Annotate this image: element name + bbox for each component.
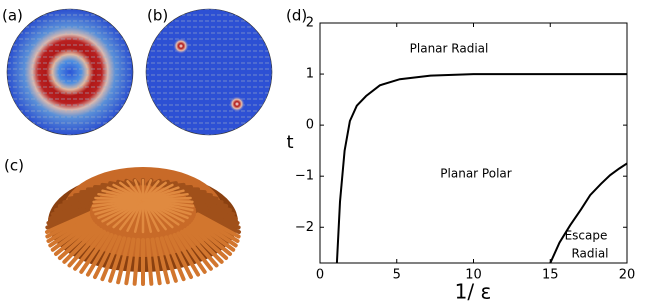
- curve: [549, 162, 628, 264]
- y-tick-label: −2: [295, 220, 314, 235]
- rod: [45, 212, 91, 239]
- y-tick-label: 0: [306, 118, 314, 133]
- rod: [53, 221, 96, 256]
- rod: [190, 221, 233, 256]
- rod: [188, 224, 229, 260]
- plot-frame: [319, 22, 628, 264]
- x-tick-label: 20: [619, 268, 636, 283]
- rod: [57, 224, 98, 260]
- rod: [85, 232, 114, 277]
- rod: [183, 227, 219, 268]
- region-label: Escape: [565, 229, 608, 243]
- rod: [46, 205, 91, 225]
- rod: [108, 236, 127, 283]
- rod: [150, 237, 162, 286]
- x-axis-label: 1/ ε: [455, 280, 492, 304]
- rod: [164, 235, 186, 282]
- rod: [179, 229, 213, 271]
- rod: [195, 205, 240, 225]
- rod: [50, 219, 94, 252]
- rod: [79, 231, 110, 274]
- rod: [48, 202, 92, 221]
- rod: [195, 207, 241, 230]
- defect: [229, 96, 245, 112]
- rod: [196, 210, 241, 234]
- rod: [194, 202, 238, 221]
- rod: [48, 217, 92, 248]
- region-label: Radial: [571, 247, 608, 261]
- rod: [168, 234, 193, 280]
- rod: [141, 198, 194, 204]
- y-tick-label: −1: [295, 169, 314, 184]
- x-tick-label: 15: [542, 268, 559, 283]
- curve: [335, 73, 627, 264]
- rod: [45, 210, 90, 234]
- panel-label: (c): [4, 157, 24, 175]
- region-label: Planar Radial: [410, 42, 489, 56]
- rod: [145, 237, 154, 286]
- rod: [124, 237, 136, 286]
- rod: [73, 229, 107, 271]
- rod: [45, 207, 91, 230]
- region-label: Planar Polar: [440, 167, 511, 181]
- x-tick-label: 10: [465, 268, 482, 283]
- rod: [141, 198, 160, 232]
- director-field: [146, 9, 272, 135]
- y-tick-label: 2: [306, 16, 314, 31]
- panel-label: (a): [2, 7, 23, 25]
- rod: [93, 234, 118, 280]
- rod: [132, 237, 141, 286]
- rod: [159, 236, 178, 283]
- rod: [62, 226, 100, 264]
- rod: [67, 227, 103, 268]
- rod: [195, 212, 241, 239]
- y-axis-label: t: [286, 132, 293, 153]
- director-field: [7, 9, 133, 135]
- panel-label: (b): [147, 7, 168, 25]
- rod: [186, 226, 224, 264]
- rod: [155, 237, 170, 285]
- rod: [194, 217, 238, 248]
- chart-label: (d): [286, 7, 307, 25]
- rod: [172, 232, 201, 277]
- rod: [192, 219, 236, 252]
- y-tick-label: 1: [306, 67, 314, 82]
- x-tick-label: 0: [316, 268, 324, 283]
- rod: [176, 231, 207, 274]
- rod: [133, 179, 145, 202]
- x-tick-label: 5: [393, 268, 401, 283]
- defect: [173, 38, 189, 54]
- rod: [100, 235, 122, 282]
- rods: [45, 167, 241, 286]
- rod: [46, 214, 91, 244]
- rod: [141, 198, 153, 233]
- rod: [195, 214, 240, 244]
- rod: [116, 237, 131, 285]
